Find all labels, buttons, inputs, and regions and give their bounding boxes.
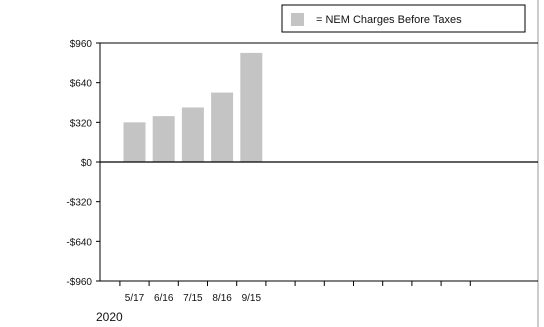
bar (152, 116, 175, 162)
x-tick-label: 6/16 (154, 293, 174, 304)
y-tick-label: $640 (70, 79, 93, 90)
bar (211, 92, 234, 162)
y-tick-label: $960 (70, 39, 93, 50)
bar (240, 52, 263, 162)
x-tick-label: 5/17 (125, 293, 145, 304)
legend: = NEM Charges Before Taxes (281, 4, 526, 33)
y-tick-label: -$320 (66, 198, 92, 209)
bars (123, 52, 263, 162)
year-label: 2020 (96, 310, 123, 324)
legend-label: = NEM Charges Before Taxes (316, 14, 462, 26)
x-ticks (119, 281, 471, 286)
y-tick-label: -$640 (66, 237, 92, 248)
x-tick-label: 9/15 (242, 293, 262, 304)
x-tick-label: 8/16 (212, 293, 232, 304)
x-labels: 5/17 6/16 7/15 8/16 9/15 (125, 293, 262, 304)
y-tick-label: -$960 (66, 277, 92, 288)
y-tick-label: $320 (70, 118, 93, 129)
legend-swatch (291, 13, 304, 26)
bar (181, 107, 204, 162)
legend-box (281, 4, 526, 33)
x-tick-label: 7/15 (183, 293, 203, 304)
y-ticks: $960 $640 $320 $0 -$320 -$640 -$960 (66, 39, 100, 288)
bar (123, 122, 146, 162)
y-tick-label: $0 (81, 158, 93, 169)
